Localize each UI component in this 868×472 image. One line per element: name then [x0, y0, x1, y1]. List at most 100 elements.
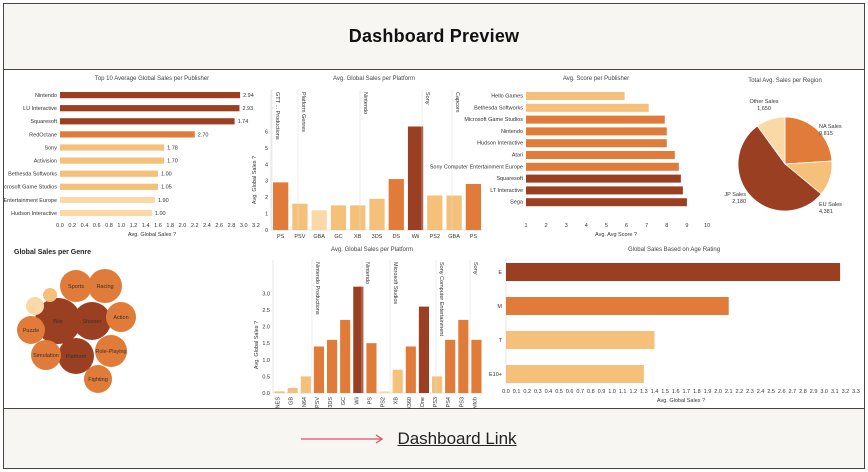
genre-bubble — [43, 288, 57, 302]
axis-label: Avg. Global Sales ? — [252, 156, 258, 204]
platform-bar — [432, 376, 443, 393]
platform-bar — [369, 198, 385, 230]
bar-category-label: E10+ — [489, 372, 502, 378]
platform-bar — [379, 391, 390, 393]
tick-label: PSV — [315, 397, 321, 408]
platform-bar — [274, 391, 285, 393]
tick-label: 3.2 — [842, 389, 850, 395]
tick-label: DS — [392, 234, 400, 240]
axis-label: Avg. Global Sales ? — [128, 232, 176, 238]
bar-category-label: Sony — [44, 145, 57, 151]
tick-label: 3 — [265, 179, 268, 185]
genre-bubble — [35, 298, 81, 344]
tick-label: 3.0 — [262, 291, 270, 297]
tick-label: PS3 — [459, 397, 465, 407]
genre-bubble — [17, 316, 45, 344]
pie-slice — [784, 116, 833, 165]
tick-label: 10 — [704, 223, 710, 229]
tick-label: 3DS — [372, 234, 383, 240]
tick-label: GC — [334, 234, 342, 240]
tick-label: 1.0 — [608, 389, 616, 395]
bar-category-label: Hudson Interactive — [477, 141, 523, 147]
platform-bar — [445, 339, 456, 393]
tick-label: 0.2 — [68, 223, 76, 229]
bubble-label: Sports — [68, 284, 84, 290]
bar-category-label: Sony Computer Entertainment Europe — [430, 164, 523, 170]
tick-label: Wii — [354, 397, 360, 405]
platform-bar — [330, 205, 347, 230]
age-bar — [506, 365, 644, 383]
group-label: Nintendo — [364, 262, 370, 284]
tick-label: GC — [341, 397, 347, 405]
score-bar — [526, 198, 687, 207]
tick-label: 5 — [265, 146, 268, 152]
pie-slice — [756, 116, 786, 166]
tick-label: 1.6 — [154, 223, 162, 229]
arrow-right-icon — [301, 433, 384, 444]
platform-bar — [446, 195, 462, 230]
platform-bar — [300, 376, 311, 393]
tick-label: 1.7 — [682, 389, 690, 395]
publisher-bar — [60, 144, 165, 151]
chart-title: Avg. Score per Publisher — [563, 76, 629, 82]
bar-value-label: 2.93 — [242, 106, 253, 112]
tick-label: 2 — [265, 195, 268, 201]
platform-bar — [407, 126, 424, 230]
pie-value: 2,180 — [732, 199, 746, 205]
group-label: Nintendo Productions — [314, 262, 320, 315]
tick-label: 6 — [265, 129, 268, 135]
bubble-label: Racing — [96, 284, 113, 290]
group-label: Nintendo — [362, 92, 368, 114]
score-bar — [526, 174, 681, 183]
bar-category-label: Hudson Interactive — [11, 211, 57, 217]
tick-label: 1.6 — [672, 389, 680, 395]
pie-label: NA Sales — [819, 124, 842, 130]
group-label: Sony — [472, 262, 478, 275]
dashboard-link[interactable]: Dashboard Link — [397, 428, 517, 448]
genre-bubble — [31, 340, 61, 370]
bubble-label: War — [53, 319, 63, 325]
tick-label: 2 — [545, 223, 548, 229]
tick-label: 2.6 — [215, 223, 223, 229]
tick-label: 5 — [605, 223, 608, 229]
tick-label: 2.7 — [789, 389, 797, 395]
bar-category-label: LU Interactive — [23, 106, 57, 112]
platform-bar — [471, 339, 482, 393]
tick-label: 2.2 — [736, 389, 744, 395]
tick-label: 2.9 — [810, 389, 818, 395]
tick-label: 4 — [265, 162, 268, 168]
platform-bar — [427, 195, 443, 230]
bar-category-label: Microsoft Game Studios — [464, 117, 523, 123]
dashboard-preview-card: Dashboard Preview Top 10 Average Global … — [0, 3, 865, 469]
chart-title: Total Avg. Sales per Region — [748, 78, 822, 84]
tick-label: PS2 — [430, 234, 440, 240]
axis-label: Avg. Global Sales ? — [254, 321, 260, 369]
tick-label: GBA — [448, 234, 460, 240]
tick-label: PS — [367, 397, 373, 405]
tick-label: 2.1 — [725, 389, 733, 395]
tick-label: 1 — [524, 223, 527, 229]
tick-label: X360 — [407, 397, 413, 409]
publisher-bar — [60, 170, 158, 177]
tick-label: 2.5 — [767, 389, 775, 395]
publisher-bar — [60, 131, 195, 138]
genre-bubble — [60, 270, 92, 302]
dashboard-charts: Top 10 Average Global Sales per Publishe… — [0, 76, 860, 413]
bar-value-label: 1.00 — [155, 211, 166, 217]
bubble-label: Fighting — [88, 377, 108, 383]
tick-label: 1.9 — [704, 389, 712, 395]
publisher-bar — [60, 157, 165, 164]
platform-bar — [418, 306, 429, 393]
tick-label: 0.5 — [555, 389, 563, 395]
tick-label: 0.3 — [534, 389, 542, 395]
publisher-bar — [60, 92, 241, 99]
tick-label: 2.4 — [757, 389, 765, 395]
page-title: Dashboard Preview — [348, 26, 520, 46]
tick-label: 2.3 — [746, 389, 754, 395]
tick-label: 0.4 — [545, 389, 553, 395]
tick-label: 2.0 — [714, 389, 722, 395]
platform-bar — [327, 339, 338, 393]
tick-label: 0.6 — [566, 389, 574, 395]
tick-label: 1 — [265, 212, 268, 218]
tick-label: GBA — [313, 234, 325, 240]
